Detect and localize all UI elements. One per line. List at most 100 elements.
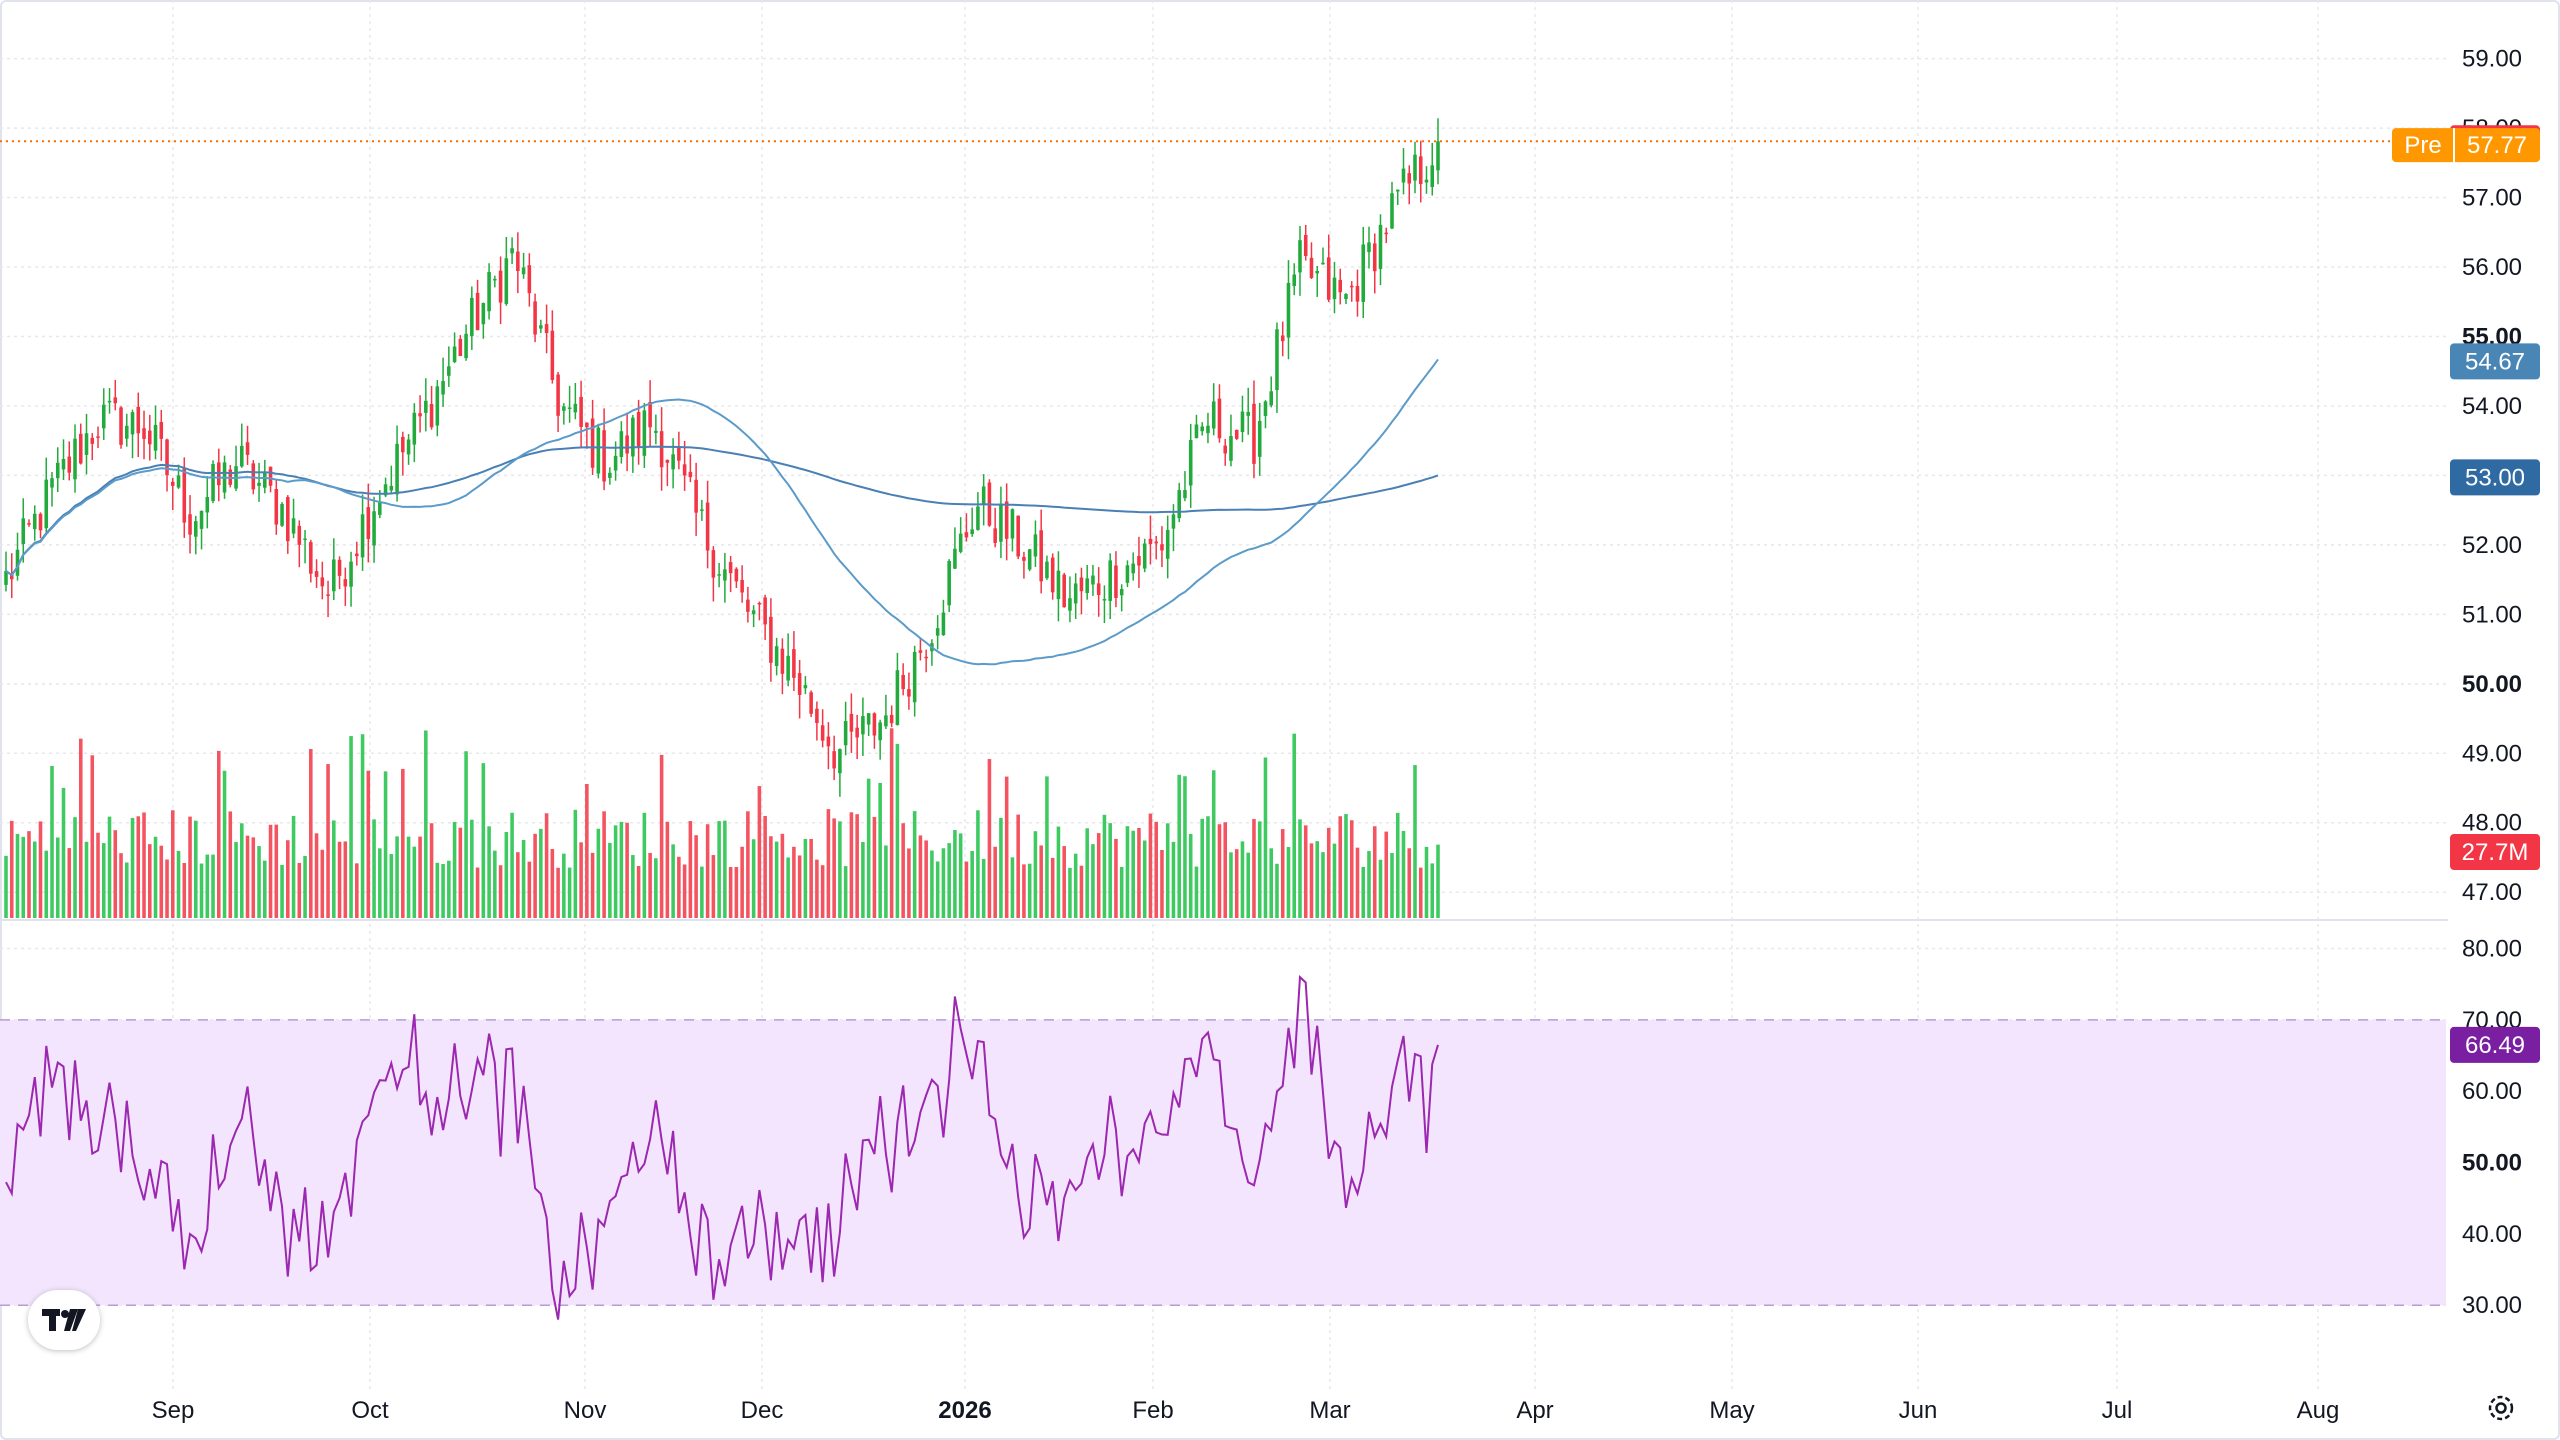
volume-bar (1286, 846, 1291, 918)
candle (1332, 261, 1337, 314)
volume-bar (872, 816, 877, 918)
volume-bar (1378, 859, 1383, 918)
volume-bar (717, 821, 721, 918)
candles (4, 118, 1440, 797)
volume-bar (1418, 867, 1423, 918)
volume-bar (1349, 820, 1354, 918)
candle (861, 697, 865, 756)
volume-bar (38, 821, 43, 918)
svg-text:54.67: 54.67 (2465, 348, 2525, 375)
volume-bar (263, 860, 267, 918)
volume-bar (182, 863, 187, 918)
candle (1004, 483, 1009, 561)
price-tick-label: 47.00 (2462, 879, 2522, 906)
candle (493, 275, 497, 288)
volume-bar (918, 835, 923, 918)
candle (1091, 564, 1095, 596)
candle (516, 232, 520, 294)
candle (723, 552, 727, 603)
price-tick-label: 49.00 (2462, 740, 2522, 767)
volume-bar (1338, 816, 1343, 918)
candle (199, 510, 204, 550)
volume-bar (1177, 774, 1181, 918)
volume-bar (1246, 852, 1250, 918)
volume-bar (677, 856, 681, 918)
candle (786, 633, 790, 687)
volume-bar (498, 865, 503, 918)
candle (1436, 118, 1440, 185)
volume-bar (516, 852, 520, 918)
candle (240, 423, 244, 468)
volume-bar (32, 841, 37, 918)
candle (1372, 233, 1377, 294)
volume-bar (429, 823, 434, 918)
candle (1177, 482, 1181, 523)
volume-bar (728, 867, 733, 918)
svg-text:57.77: 57.77 (2467, 132, 2527, 159)
candle (556, 371, 560, 432)
time-tick-label: Nov (564, 1397, 607, 1424)
candle (1401, 148, 1406, 195)
volume-bar (970, 850, 974, 918)
volume-bar (1114, 838, 1118, 918)
volume-bar (636, 866, 641, 918)
candle (751, 605, 756, 628)
candle (1016, 515, 1020, 560)
volume-bar (1395, 812, 1400, 918)
volume-bar (1085, 828, 1089, 918)
volume-bar (1326, 827, 1331, 918)
volume-bar (314, 833, 319, 918)
tradingview-logo[interactable] (28, 1290, 100, 1350)
volume-bar (797, 855, 802, 918)
candle (303, 529, 307, 564)
volume-bar (1372, 826, 1377, 918)
volume-bar (889, 728, 894, 918)
volume-bar (763, 815, 767, 918)
candle (1022, 551, 1026, 579)
candle (820, 709, 825, 748)
candle (1315, 265, 1320, 297)
volume-bar (1407, 848, 1412, 918)
volume-bar (1131, 830, 1135, 918)
candle (1390, 181, 1394, 230)
candle (44, 457, 49, 533)
price-tick-label: 56.00 (2462, 254, 2522, 281)
candle (1424, 166, 1429, 194)
volume-bar (107, 816, 112, 918)
candle (602, 408, 606, 491)
candle (205, 476, 210, 529)
volume-bar (596, 828, 601, 918)
candle (366, 483, 371, 563)
volume-bar (1137, 828, 1141, 918)
candle (1039, 509, 1043, 594)
candle (688, 454, 693, 483)
candle (889, 705, 894, 728)
volume-bar (861, 842, 865, 918)
volume-bar (705, 824, 710, 918)
volume-bar (458, 827, 463, 918)
volume-bar (556, 867, 560, 918)
candle (1211, 383, 1216, 436)
volume-bar (332, 820, 336, 918)
volume-bar (1384, 831, 1389, 918)
settings-gear-icon[interactable] (2485, 1392, 2517, 1424)
candle (291, 498, 296, 539)
volume-bar (194, 820, 198, 918)
candle (27, 519, 31, 527)
volume-bar (619, 821, 624, 918)
volume-bar (159, 845, 164, 918)
volume-bar (746, 811, 750, 918)
volume-bar (688, 821, 693, 918)
candle (452, 332, 457, 364)
candle (78, 423, 83, 465)
candle (740, 565, 744, 603)
volume-bar (774, 841, 779, 918)
volume-bar (153, 836, 158, 918)
volume-bar (924, 840, 928, 918)
candle (694, 462, 698, 536)
time-tick-label: Mar (1309, 1397, 1350, 1424)
candle (61, 439, 66, 481)
candle (1349, 281, 1354, 302)
candle (1154, 535, 1158, 560)
